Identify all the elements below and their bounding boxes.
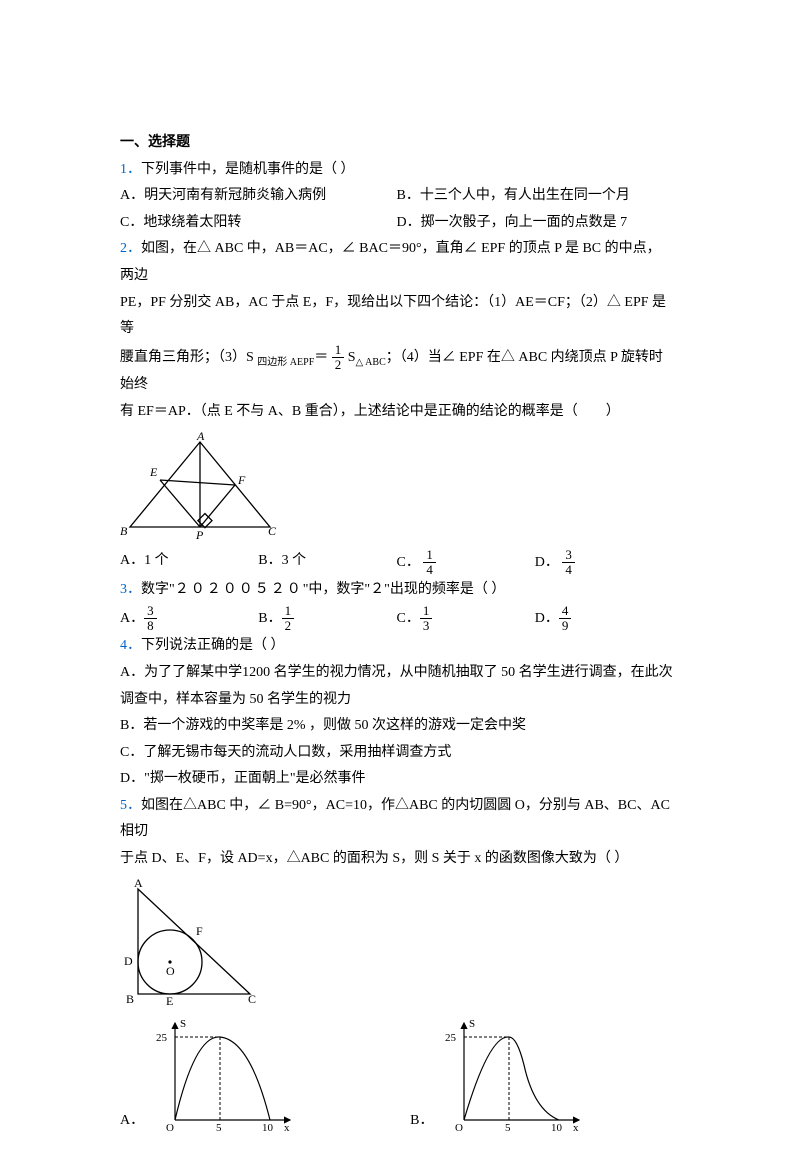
svg-text:A: A bbox=[196, 432, 205, 443]
q4-opt-d: D．"掷一枚硬币，正面朝上"是必然事件 bbox=[120, 766, 673, 793]
q2-opt-d: D． 34 bbox=[535, 548, 673, 578]
q5-opt-b: B． bbox=[410, 1015, 589, 1135]
svg-text:25: 25 bbox=[156, 1032, 168, 1044]
q5-opt-a: A． bbox=[120, 1015, 300, 1135]
svg-text:P: P bbox=[195, 528, 204, 542]
svg-text:5: 5 bbox=[216, 1122, 222, 1134]
q2-line3: 腰直角三角形；（3）S 四边形 AEPF＝ 12 S△ ABC；（4）当∠ EP… bbox=[120, 343, 673, 399]
q3-opt-b: B．12 bbox=[258, 604, 396, 634]
svg-text:D: D bbox=[124, 954, 133, 968]
svg-text:B: B bbox=[120, 524, 128, 538]
svg-text:C: C bbox=[268, 524, 277, 538]
svg-text:x: x bbox=[573, 1122, 579, 1134]
svg-text:25: 25 bbox=[445, 1032, 457, 1044]
question-1: 1．下列事件中，是随机事件的是（ ） A．明天河南有新冠肺炎输入病例 B．十三个… bbox=[120, 157, 673, 237]
svg-text:E: E bbox=[166, 994, 173, 1008]
q1-opt-a: A．明天河南有新冠肺炎输入病例 bbox=[120, 183, 397, 210]
question-5: 5．如图在△ABC 中，∠ B=90°，AC=10，作△ABC 的内切圆圆 O，… bbox=[120, 793, 673, 1135]
svg-text:10: 10 bbox=[262, 1122, 274, 1134]
q1-opt-b: B．十三个人中，有人出生在同一个月 bbox=[397, 183, 674, 210]
svg-text:S: S bbox=[180, 1018, 186, 1030]
q2-line4: 有 EF＝AP．（点 E 不与 A、B 重合），上述结论中是正确的结论的概率是（… bbox=[120, 399, 673, 426]
svg-text:C: C bbox=[248, 992, 256, 1006]
question-3: 3．数字"２０２００５２０"中，数字"２"出现的频率是（ ） A．38 B．12… bbox=[120, 577, 673, 633]
q2-number: 2． bbox=[120, 241, 141, 256]
q4-opt-a-cont: 调查中，样本容量为 50 名学生的视力 bbox=[120, 687, 673, 714]
q3-number-string: ２０２００５２０ bbox=[175, 582, 303, 598]
q2-line2: PE，PF 分别交 AB，AC 于点 E，F，现给出以下四个结论：（1）AE＝C… bbox=[120, 290, 673, 343]
svg-text:F: F bbox=[237, 473, 246, 487]
svg-text:O: O bbox=[455, 1122, 463, 1134]
svg-text:A: A bbox=[134, 879, 143, 890]
q3-opt-a: A．38 bbox=[120, 604, 258, 634]
q3-options: A．38 B．12 C．13 D．49 bbox=[120, 604, 673, 634]
q2-opt-a: A．1 个 bbox=[120, 548, 258, 578]
svg-text:E: E bbox=[149, 465, 158, 479]
question-2: 2．如图，在△ ABC 中，AB＝AC，∠ BAC＝90°，直角∠ EPF 的顶… bbox=[120, 236, 673, 577]
math-exam-page: 一、选择题 1．下列事件中，是随机事件的是（ ） A．明天河南有新冠肺炎输入病例… bbox=[0, 0, 793, 1175]
q2-opt-c: C． 14 bbox=[397, 548, 535, 578]
svg-text:5: 5 bbox=[505, 1122, 511, 1134]
q2-figure: A B C E F P bbox=[120, 432, 673, 542]
svg-text:S: S bbox=[469, 1018, 475, 1030]
section-title: 一、选择题 bbox=[120, 130, 673, 157]
q5-number: 5． bbox=[120, 798, 141, 813]
svg-text:B: B bbox=[126, 992, 134, 1006]
q4-number: 4． bbox=[120, 638, 141, 653]
svg-text:F: F bbox=[196, 924, 203, 938]
q3-opt-d: D．49 bbox=[535, 604, 673, 634]
q2-line1: 如图，在△ ABC 中，AB＝AC，∠ BAC＝90°，直角∠ EPF 的顶点 … bbox=[120, 241, 661, 283]
question-4: 4．下列说法正确的是（ ） A．为了了解某中学1200 名学生的视力情况，从中随… bbox=[120, 633, 673, 793]
q3-number: 3． bbox=[120, 582, 141, 597]
q1-opt-c: C．地球绕着太阳转 bbox=[120, 210, 397, 237]
q5-options: A． bbox=[120, 1015, 673, 1135]
q4-opt-b: B．若一个游戏的中奖率是 2% ，则做 50 次这样的游戏一定会中奖 bbox=[120, 713, 673, 740]
q2-options: A．1 个 B．3 个 C． 14 D． 34 bbox=[120, 548, 673, 578]
q4-opt-c: C．了解无锡市每天的流动人口数，采用抽样调查方式 bbox=[120, 740, 673, 767]
q4-opt-a: A．为了了解某中学1200 名学生的视力情况，从中随机抽取了 50 名学生进行调… bbox=[120, 660, 673, 687]
q2-opt-b: B．3 个 bbox=[258, 548, 396, 578]
svg-text:x: x bbox=[284, 1122, 290, 1134]
svg-text:O: O bbox=[166, 964, 175, 978]
q3-opt-c: C．13 bbox=[397, 604, 535, 634]
q5-figure: A B C D E F O bbox=[120, 879, 673, 1009]
q1-text: 下列事件中，是随机事件的是（ ） bbox=[141, 162, 355, 177]
svg-text:10: 10 bbox=[551, 1122, 563, 1134]
q1-opt-d: D．掷一次骰子，向上一面的点数是 7 bbox=[397, 210, 674, 237]
q1-number: 1． bbox=[120, 162, 141, 177]
q2-frac-half: 12 bbox=[332, 343, 345, 373]
svg-text:O: O bbox=[166, 1122, 174, 1134]
